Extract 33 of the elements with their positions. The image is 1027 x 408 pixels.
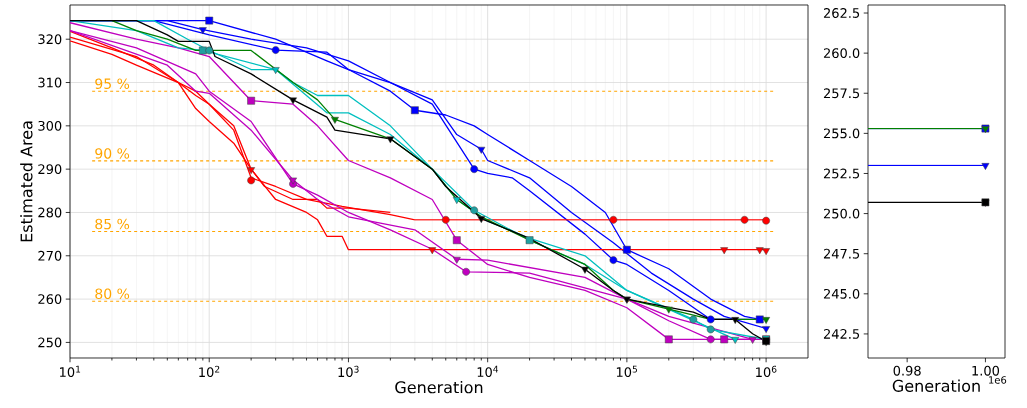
y-tick-label: 252.5 <box>823 168 860 179</box>
y-tick-label: 260.0 <box>823 48 860 59</box>
annotation: 80 % <box>95 288 130 300</box>
y-tick-label: 280 <box>38 207 62 218</box>
y-tick-label: 242.5 <box>823 329 860 339</box>
x-tick-label: 10$^{6}$ <box>756 365 777 378</box>
y-tick-label: 310 <box>38 77 62 88</box>
y-tick-label: 300 <box>38 120 62 131</box>
annotation: 85 % <box>95 218 130 230</box>
annotation: 90 % <box>95 148 130 159</box>
text: 1e6 <box>989 376 1007 384</box>
y-tick-label: 260 <box>38 294 62 305</box>
y-tick-label: 247.5 <box>823 248 860 259</box>
y-tick-label: 262.5 <box>823 8 860 18</box>
x-axis-title: Generation <box>892 379 980 392</box>
x-tick-label: 0.98 <box>893 365 921 376</box>
x-axis-title: Generation <box>395 380 483 394</box>
y-tick-label: 255.0 <box>823 128 860 139</box>
y-tick-label: 257.5 <box>823 88 860 99</box>
x-tick-label: 10$^{2}$ <box>199 365 220 378</box>
y-tick-label: 250 <box>38 337 62 348</box>
x-tick-label: 10$^{1}$ <box>60 365 81 377</box>
x-tick-label: 10$^{3}$ <box>338 365 359 378</box>
y-tick-label: 270 <box>38 250 62 261</box>
x-tick-label: 10$^{4}$ <box>477 365 499 377</box>
x-tick-label: 1.00 <box>972 365 1000 376</box>
annotation: 95 % <box>95 78 130 89</box>
y-axis-title: Estimated Area <box>20 121 33 242</box>
x-tick-label: 10$^{5}$ <box>616 365 637 377</box>
y-tick-label: 250.0 <box>823 208 860 219</box>
y-tick-label: 320 <box>38 34 62 45</box>
y-tick-label: 245.0 <box>823 288 860 299</box>
y-tick-label: 290 <box>38 164 62 175</box>
